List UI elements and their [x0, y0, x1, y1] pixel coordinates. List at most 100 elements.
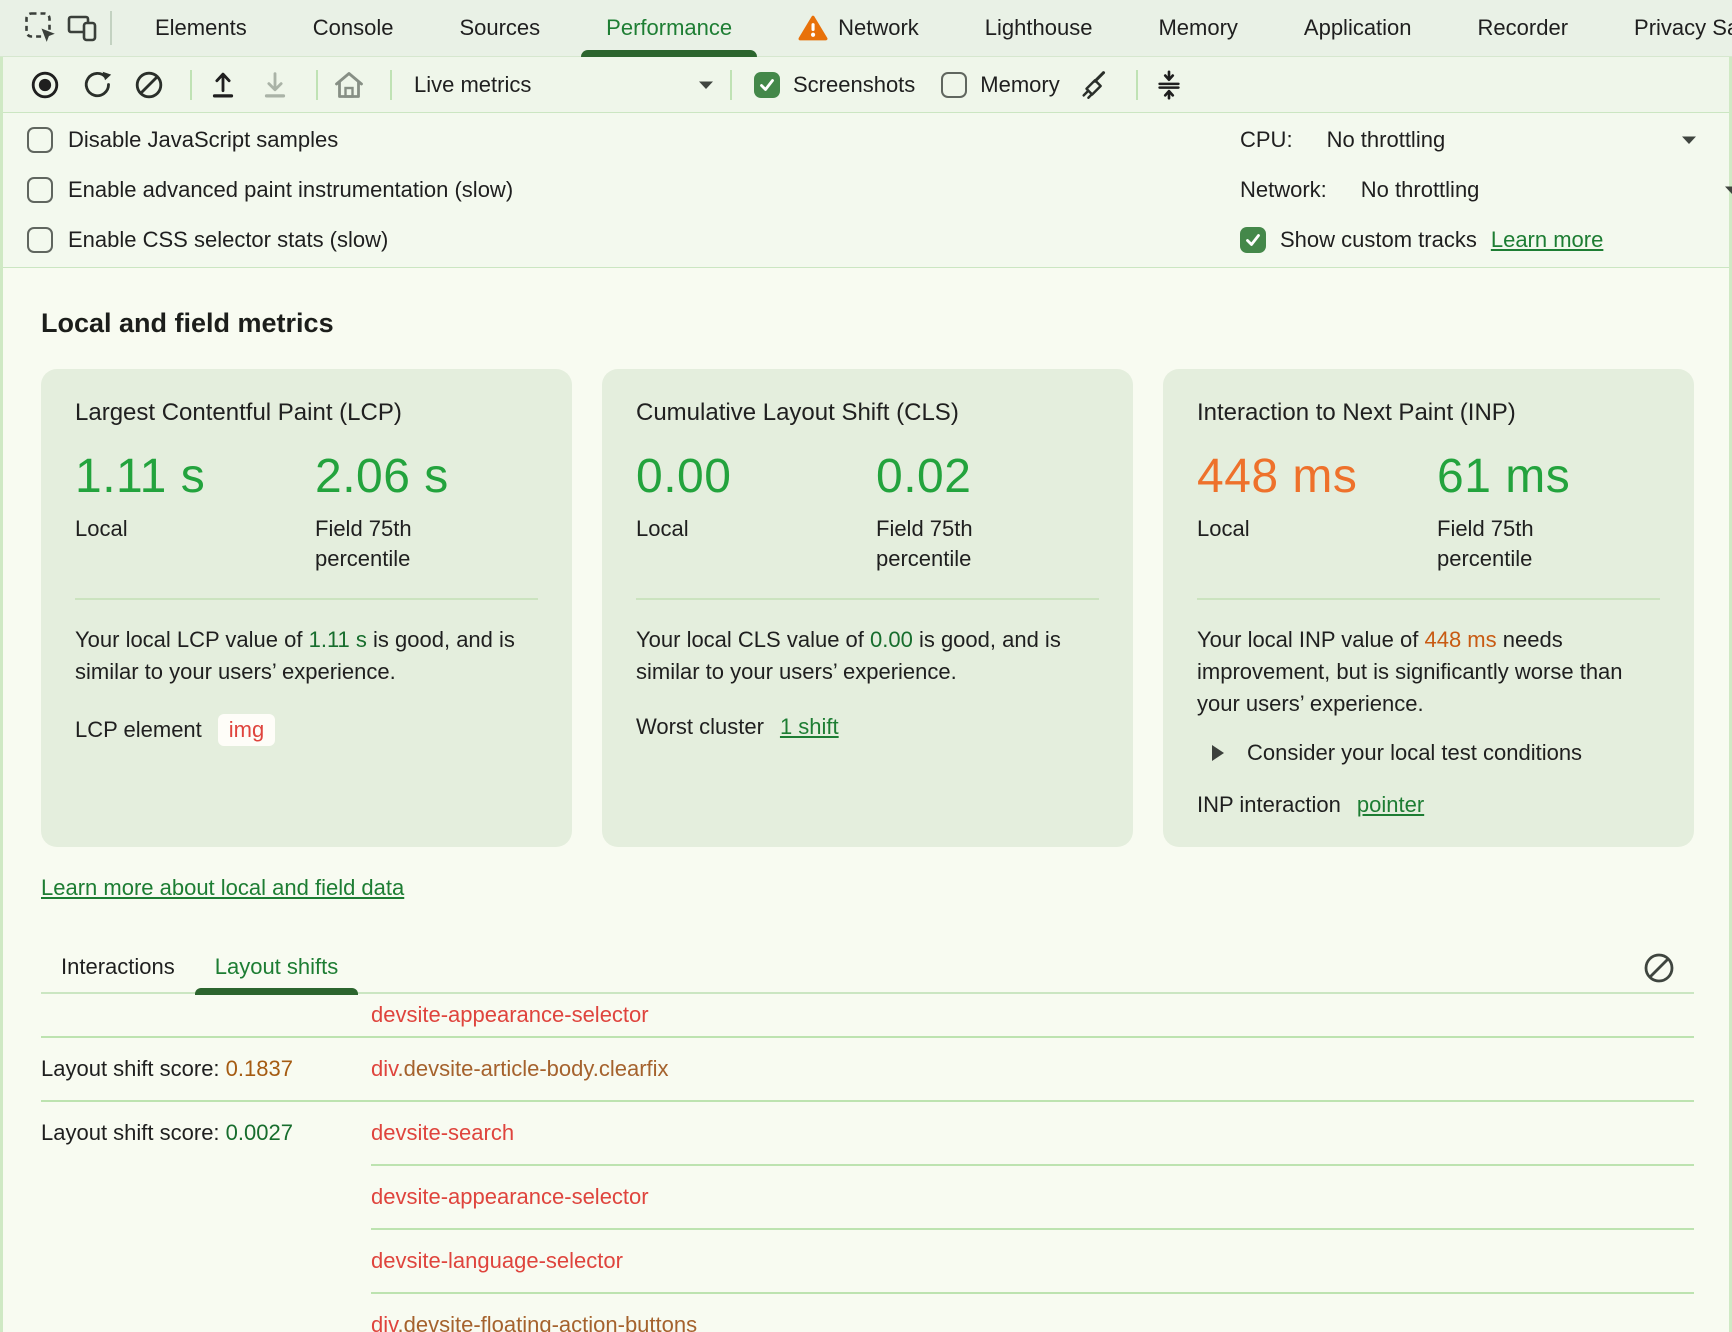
history-dropdown-value: Live metrics — [414, 71, 532, 97]
inp-field-label: Field 75th percentile — [1437, 516, 1534, 571]
load-profile-icon[interactable] — [202, 64, 244, 106]
inp-field-value: 61 ms — [1437, 450, 1571, 503]
advanced-paint-label: Enable advanced paint instrumentation (s… — [68, 177, 514, 202]
memory-checkbox-row[interactable]: Memory — [941, 71, 1060, 98]
layout-shift-row[interactable]: devsite-language-selector — [41, 1230, 1694, 1292]
inp-description: Your local INP value of 448 ms needs imp… — [1197, 627, 1623, 716]
disable-js-samples-label: Disable JavaScript samples — [68, 127, 339, 152]
collapse-icon[interactable] — [1148, 64, 1190, 106]
cls-local-label: Local — [636, 516, 689, 541]
gc-brush-icon[interactable] — [1074, 64, 1116, 106]
lcp-card-title: Largest Contentful Paint (LCP) — [75, 399, 402, 426]
inp-card-title: Interaction to Next Paint (INP) — [1197, 399, 1516, 426]
clear-log-icon[interactable] — [1638, 947, 1680, 989]
toolbar-divider — [730, 69, 732, 100]
tab-network[interactable]: Network — [765, 0, 952, 57]
css-selector-stats-checkbox[interactable] — [27, 227, 53, 253]
inp-interaction-link[interactable]: pointer — [1356, 792, 1425, 817]
throttling-block: CPU: No throttling Network: No throttlin… — [1240, 115, 1732, 265]
custom-tracks-checkbox[interactable] — [1240, 227, 1266, 253]
layout-shift-row[interactable]: devsite-appearance-selector — [41, 994, 1694, 1036]
check-icon — [1246, 234, 1260, 246]
disable-js-samples-checkbox[interactable] — [27, 127, 53, 153]
element-link[interactable]: devsite-language-selector — [371, 1248, 623, 1273]
tab-privacy-sand[interactable]: Privacy Sand — [1634, 15, 1732, 40]
inspect-element-icon[interactable] — [20, 7, 62, 49]
home-live-metrics-icon[interactable] — [328, 64, 370, 106]
record-icon[interactable] — [24, 64, 66, 106]
lcp-field-label: Field 75th percentile — [315, 516, 412, 571]
custom-tracks-row[interactable]: Show custom tracks Learn more — [1240, 215, 1732, 265]
chevron-down-icon[interactable] — [1724, 185, 1732, 195]
learn-more-field-data-link[interactable]: Learn more about local and field data — [41, 875, 405, 900]
advanced-paint-checkbox[interactable] — [27, 177, 53, 203]
inp-local-label: Local — [1197, 516, 1250, 541]
layout-shift-table: devsite-appearance-selector Layout shift … — [41, 994, 1694, 1332]
element-link[interactable]: devsite-search — [371, 1120, 515, 1145]
lcp-inline-value: 1.11 s — [308, 627, 367, 652]
cls-card: Cumulative Layout Shift (CLS) 0.00 Local… — [602, 369, 1133, 847]
lcp-element-node-link[interactable]: img — [217, 714, 276, 746]
toolbar-divider — [1135, 69, 1138, 100]
worst-cluster-link[interactable]: 1 shift — [779, 714, 839, 739]
card-divider — [1197, 598, 1660, 600]
element-link[interactable]: devsite-appearance-selector — [371, 1184, 649, 1209]
layout-shift-row[interactable]: div.devsite-floating-action-buttons — [41, 1294, 1694, 1332]
chevron-down-icon[interactable] — [1681, 135, 1697, 145]
memory-checkbox[interactable] — [941, 71, 968, 98]
tab-console[interactable]: Console — [312, 15, 394, 40]
local-test-conditions-label: Consider your local test conditions — [1247, 740, 1583, 765]
devtools-tab-bar: Elements Console Sources Performance Network… — [0, 0, 1732, 57]
cpu-throttle-select[interactable]: No throttling — [1326, 127, 1446, 152]
cls-field-value: 0.02 — [876, 450, 972, 503]
worst-cluster-label: Worst cluster — [636, 714, 764, 739]
tab-memory[interactable]: Memory — [1158, 15, 1238, 40]
tab-sources[interactable]: Sources — [459, 15, 541, 40]
history-dropdown[interactable]: Live metrics — [414, 72, 714, 98]
tab-performance[interactable]: Performance — [573, 0, 765, 57]
tabbar-divider — [110, 11, 112, 45]
chevron-down-icon — [699, 81, 713, 89]
custom-tracks-label: Show custom tracks — [1280, 227, 1477, 252]
save-profile-icon[interactable] — [254, 64, 296, 106]
tab-elements[interactable]: Elements — [155, 15, 247, 40]
layout-shift-score: Layout shift score: 0.0027 — [41, 1120, 293, 1145]
custom-tracks-learn-more-link[interactable]: Learn more — [1490, 227, 1604, 252]
panel-body: Live metrics Screenshots Memory — [0, 57, 1732, 1332]
lcp-field-value: 2.06 s — [315, 450, 449, 503]
triangle-right-icon — [1212, 745, 1224, 761]
live-metrics-view: Local and field metrics Largest Contentf… — [3, 308, 1729, 1332]
layout-shift-row[interactable]: Layout shift score: 0.1837 div.devsite-ar… — [41, 1038, 1694, 1100]
element-link[interactable]: div.devsite-article-body.clearfix — [371, 1056, 669, 1081]
card-divider — [75, 598, 538, 600]
row-separator — [371, 1164, 1694, 1166]
inp-card: Interaction to Next Paint (INP) 448 ms L… — [1163, 369, 1694, 847]
layout-shift-row[interactable]: devsite-appearance-selector — [41, 1166, 1694, 1228]
screenshots-label: Screenshots — [793, 71, 916, 97]
toolbar-divider — [190, 69, 192, 100]
layout-shift-row[interactable]: Layout shift score: 0.0027 devsite-search — [41, 1102, 1694, 1164]
reload-record-icon[interactable] — [76, 64, 118, 106]
advanced-paint-row[interactable]: Enable advanced paint instrumentation (s… — [27, 165, 1729, 215]
clear-icon[interactable] — [128, 64, 170, 106]
network-throttle-select[interactable]: No throttling — [1360, 177, 1480, 202]
warning-icon — [798, 15, 828, 41]
element-link[interactable]: div.devsite-floating-action-buttons — [371, 1312, 698, 1332]
tab-recorder[interactable]: Recorder — [1477, 15, 1569, 40]
screenshots-checkbox-row[interactable]: Screenshots — [754, 71, 916, 98]
cpu-throttle-row: CPU: No throttling — [1240, 115, 1732, 165]
disable-js-samples-row[interactable]: Disable JavaScript samples — [27, 115, 1729, 165]
element-link[interactable]: devsite-appearance-selector — [371, 1002, 649, 1027]
device-toolbar-icon[interactable] — [62, 7, 104, 49]
css-selector-stats-row[interactable]: Enable CSS selector stats (slow) — [27, 215, 1729, 265]
screenshots-checkbox[interactable] — [754, 71, 780, 98]
inp-local-value: 448 ms — [1197, 450, 1358, 503]
tab-layout-shifts[interactable]: Layout shifts — [194, 940, 359, 995]
row-separator — [41, 1036, 1694, 1038]
metric-cards: Largest Contentful Paint (LCP) 1.11 s Lo… — [41, 369, 1694, 847]
tab-lighthouse[interactable]: Lighthouse — [984, 15, 1093, 40]
toolbar-divider — [316, 69, 318, 100]
tab-interactions[interactable]: Interactions — [61, 953, 175, 979]
local-test-conditions-disclosure[interactable]: Consider your local test conditions — [1197, 740, 1660, 766]
tab-application[interactable]: Application — [1303, 15, 1412, 40]
